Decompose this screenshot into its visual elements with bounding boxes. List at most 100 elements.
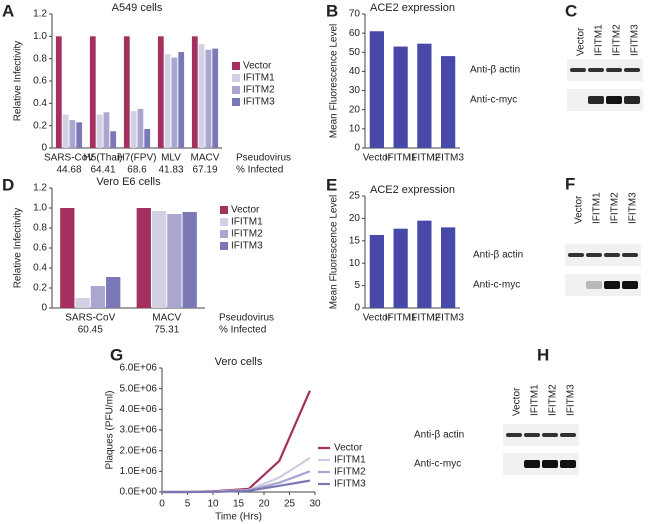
lane-label: IFITM1 xyxy=(592,192,603,224)
y-tick-label: 5 xyxy=(354,280,360,291)
blot-band xyxy=(560,433,576,437)
legend-label: Vector xyxy=(334,443,363,454)
bar xyxy=(417,220,432,308)
legend-label: IFITM3 xyxy=(334,479,366,490)
lane-label: IFITM1 xyxy=(530,384,541,416)
panel-letter: G xyxy=(110,345,123,364)
bar xyxy=(191,36,198,149)
pseudovirus-label: Pseudovirus xyxy=(219,313,274,324)
legend-swatch xyxy=(220,230,228,238)
legend-swatch xyxy=(220,206,228,214)
chart-title: ACE2 expression xyxy=(370,184,455,196)
bar xyxy=(178,51,185,148)
infected-pct: 68.6 xyxy=(127,165,147,176)
blot-strip xyxy=(565,244,641,266)
x-tick-label: MLV xyxy=(161,153,181,164)
row-label: Anti-β actin xyxy=(473,250,523,261)
bar xyxy=(182,212,197,308)
y-tick-label: 1.0 xyxy=(33,31,47,42)
y-tick-label: 0.0E+00 xyxy=(119,487,157,498)
y-tick-label: 15 xyxy=(349,235,361,246)
bar xyxy=(106,277,121,308)
bar xyxy=(441,227,456,308)
blot-band xyxy=(622,253,638,257)
blot-strip xyxy=(567,89,643,111)
x-tick-label: Vector xyxy=(363,313,392,324)
x-tick-label: H5(Thai) xyxy=(84,153,123,164)
blot-band xyxy=(524,433,540,437)
x-tick-label: IFITM1 xyxy=(385,153,417,164)
bar xyxy=(76,122,83,148)
y-tick-label: 2.0E+06 xyxy=(119,445,157,456)
y-tick-label: 0.8 xyxy=(33,223,47,234)
infected-label: % Infected xyxy=(219,325,266,336)
bar xyxy=(89,36,96,149)
x-tick-label: IFITM1 xyxy=(385,313,417,324)
blot-strip xyxy=(503,424,579,446)
panel-letter: D xyxy=(2,175,14,194)
y-tick-label: 4.0E+06 xyxy=(119,404,157,415)
legend-label: IFITM2 xyxy=(231,229,263,240)
row-label: Anti-c-myc xyxy=(473,280,520,291)
bar xyxy=(205,49,212,148)
legend-label: Vector xyxy=(243,61,272,72)
x-tick-label: 5 xyxy=(185,499,191,510)
bar xyxy=(55,36,62,149)
bar xyxy=(96,114,103,148)
bar xyxy=(369,234,384,308)
blot-band xyxy=(606,96,622,104)
blot-band xyxy=(542,460,558,468)
bar xyxy=(110,131,117,148)
panel-letter: A xyxy=(2,1,14,20)
y-tick-label: 6.0E+06 xyxy=(119,363,157,374)
blot-band xyxy=(542,433,558,437)
lane-label: Vector xyxy=(512,387,523,416)
y-tick-label: 0.4 xyxy=(33,263,47,274)
bar xyxy=(171,57,178,148)
bar xyxy=(69,120,76,148)
y-tick-label: 5.0E+06 xyxy=(119,383,157,394)
legend-label: IFITM2 xyxy=(243,85,275,96)
x-tick-label: 15 xyxy=(233,499,245,510)
blot-band xyxy=(606,68,622,72)
y-tick-label: 50 xyxy=(349,47,361,58)
bar xyxy=(393,46,408,148)
bar xyxy=(123,36,130,149)
chart-title: A549 cells xyxy=(112,2,163,14)
bar xyxy=(75,298,90,308)
y-tick-label: 25 xyxy=(349,191,361,202)
y-tick-label: 1.0 xyxy=(33,203,47,214)
row-label: Anti-β actin xyxy=(470,65,520,76)
x-tick-label: 10 xyxy=(207,499,219,510)
blot-band xyxy=(568,253,584,257)
x-tick-label: 0 xyxy=(159,499,165,510)
infected-label: % Infected xyxy=(236,165,283,176)
x-tick-label: IFITM2 xyxy=(409,153,441,164)
y-tick-label: 20 xyxy=(349,213,361,224)
bar xyxy=(198,44,205,148)
y-tick-label: 40 xyxy=(349,66,361,77)
y-axis-label: Relative Infectivity xyxy=(13,208,24,289)
infected-pct: 64.41 xyxy=(90,165,115,176)
panel-letter: F xyxy=(565,174,575,193)
row-label: Anti-c-myc xyxy=(414,459,461,470)
row-label: Anti-β actin xyxy=(414,430,464,441)
x-tick-label: SARS-CoV xyxy=(65,313,115,324)
row-label: Anti-c-myc xyxy=(470,95,517,106)
legend-label: IFITM2 xyxy=(334,467,366,478)
y-tick-label: 10 xyxy=(349,123,361,134)
lane-label: IFITM1 xyxy=(594,24,605,56)
infected-pct: 44.68 xyxy=(56,165,81,176)
y-tick-label: 3.0E+06 xyxy=(119,425,157,436)
blot-band xyxy=(622,281,638,289)
blot-band xyxy=(588,96,604,104)
y-tick-label: 20 xyxy=(349,104,361,115)
blot-band xyxy=(588,68,604,72)
legend-label: IFITM1 xyxy=(231,217,263,228)
y-tick-label: 0.2 xyxy=(33,283,47,294)
legend-label: IFITM1 xyxy=(334,455,366,466)
bar xyxy=(417,43,432,148)
x-tick-label: IFITM3 xyxy=(432,153,464,164)
blot-band xyxy=(604,281,620,289)
bar xyxy=(103,112,110,148)
